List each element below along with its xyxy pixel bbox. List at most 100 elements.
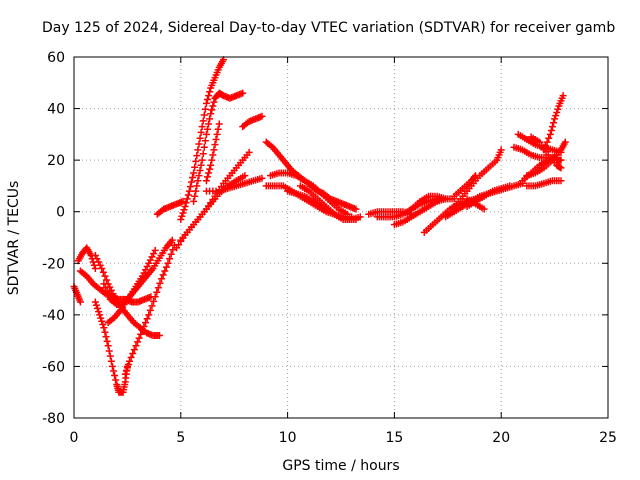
data-point bbox=[96, 311, 104, 319]
data-point bbox=[204, 173, 211, 181]
data-point bbox=[124, 360, 132, 368]
y-axis-label: SDTVAR / TECUs bbox=[6, 181, 22, 296]
x-axis: 0 5 10 15 20 25 bbox=[70, 57, 617, 446]
data-point bbox=[204, 96, 211, 104]
data-point bbox=[95, 308, 103, 316]
series-0 bbox=[70, 282, 84, 306]
data-point bbox=[126, 357, 134, 365]
data-point bbox=[352, 205, 360, 213]
y-tick-label: -80 bbox=[42, 411, 65, 427]
data-point bbox=[106, 352, 114, 360]
series-30 bbox=[463, 195, 488, 213]
data-point bbox=[142, 319, 150, 327]
data-point bbox=[497, 146, 505, 154]
data-point bbox=[150, 250, 158, 258]
data-point bbox=[193, 152, 201, 160]
data-point bbox=[196, 134, 204, 142]
data-point bbox=[146, 256, 154, 264]
data-point bbox=[480, 205, 488, 213]
data-point bbox=[105, 292, 113, 300]
data-point bbox=[200, 111, 208, 119]
data-point bbox=[121, 370, 129, 378]
data-point bbox=[129, 350, 137, 358]
data-point bbox=[239, 89, 247, 97]
data-point bbox=[200, 143, 208, 151]
data-point bbox=[167, 250, 175, 258]
data-point bbox=[559, 92, 567, 100]
data-point bbox=[93, 304, 101, 312]
data-point bbox=[108, 362, 116, 370]
data-point bbox=[471, 173, 478, 181]
data-point bbox=[182, 199, 190, 207]
data-point bbox=[105, 347, 113, 355]
data-point bbox=[127, 353, 135, 361]
data-point bbox=[209, 102, 217, 110]
grid-lines bbox=[74, 57, 608, 418]
data-point bbox=[205, 120, 213, 128]
data-point bbox=[197, 128, 205, 136]
data-point bbox=[93, 255, 101, 263]
data-point bbox=[148, 302, 156, 310]
data-point bbox=[155, 331, 163, 339]
data-point bbox=[212, 136, 220, 144]
data-point bbox=[197, 161, 205, 169]
data-point bbox=[150, 297, 158, 305]
data-point bbox=[442, 195, 450, 203]
series-1 bbox=[74, 244, 99, 272]
data-point bbox=[107, 357, 115, 365]
data-point bbox=[102, 333, 110, 341]
series-7 bbox=[100, 246, 159, 309]
data-point bbox=[151, 246, 159, 254]
data-point bbox=[177, 215, 185, 223]
data-point bbox=[506, 182, 514, 190]
data-point bbox=[192, 157, 200, 165]
data-point bbox=[130, 346, 138, 354]
data-point bbox=[135, 334, 143, 342]
series-12 bbox=[190, 89, 247, 205]
data-point bbox=[195, 140, 203, 148]
y-tick-label: -20 bbox=[42, 256, 65, 272]
data-point bbox=[540, 146, 548, 154]
data-point bbox=[545, 134, 553, 142]
data-point bbox=[138, 326, 146, 334]
data-point bbox=[187, 178, 195, 186]
series-9 bbox=[177, 56, 228, 223]
series-11 bbox=[177, 148, 253, 244]
data-point bbox=[258, 112, 266, 120]
data-point bbox=[548, 123, 556, 131]
x-tick-label: 0 bbox=[70, 430, 79, 446]
data-point bbox=[199, 150, 207, 158]
data-point bbox=[111, 371, 119, 379]
data-point bbox=[201, 105, 209, 113]
data-point bbox=[211, 141, 219, 149]
data-point bbox=[192, 187, 200, 195]
data-point bbox=[193, 182, 201, 190]
data-point bbox=[183, 195, 191, 203]
data-point bbox=[112, 376, 120, 384]
data-point bbox=[95, 258, 103, 266]
data-point bbox=[100, 280, 108, 288]
data-point bbox=[110, 367, 118, 375]
data-point bbox=[205, 92, 213, 100]
data-point bbox=[241, 172, 249, 180]
data-point bbox=[178, 212, 186, 220]
data-point bbox=[104, 342, 112, 350]
data-point bbox=[153, 288, 161, 296]
data-point bbox=[169, 246, 177, 254]
data-point bbox=[206, 165, 214, 173]
data-point bbox=[199, 117, 207, 125]
data-point bbox=[191, 163, 199, 171]
data-point bbox=[245, 148, 253, 156]
series-31 bbox=[523, 177, 565, 190]
data-point bbox=[207, 110, 215, 118]
data-point bbox=[90, 261, 98, 269]
data-point bbox=[546, 130, 554, 138]
data-point bbox=[210, 146, 218, 154]
x-axis-label: GPS time / hours bbox=[282, 458, 399, 474]
data-point bbox=[156, 279, 164, 287]
data-point bbox=[91, 298, 99, 306]
data-point bbox=[140, 322, 148, 330]
data-point bbox=[206, 88, 214, 96]
x-tick-label: 5 bbox=[176, 430, 185, 446]
series-23 bbox=[390, 195, 458, 229]
